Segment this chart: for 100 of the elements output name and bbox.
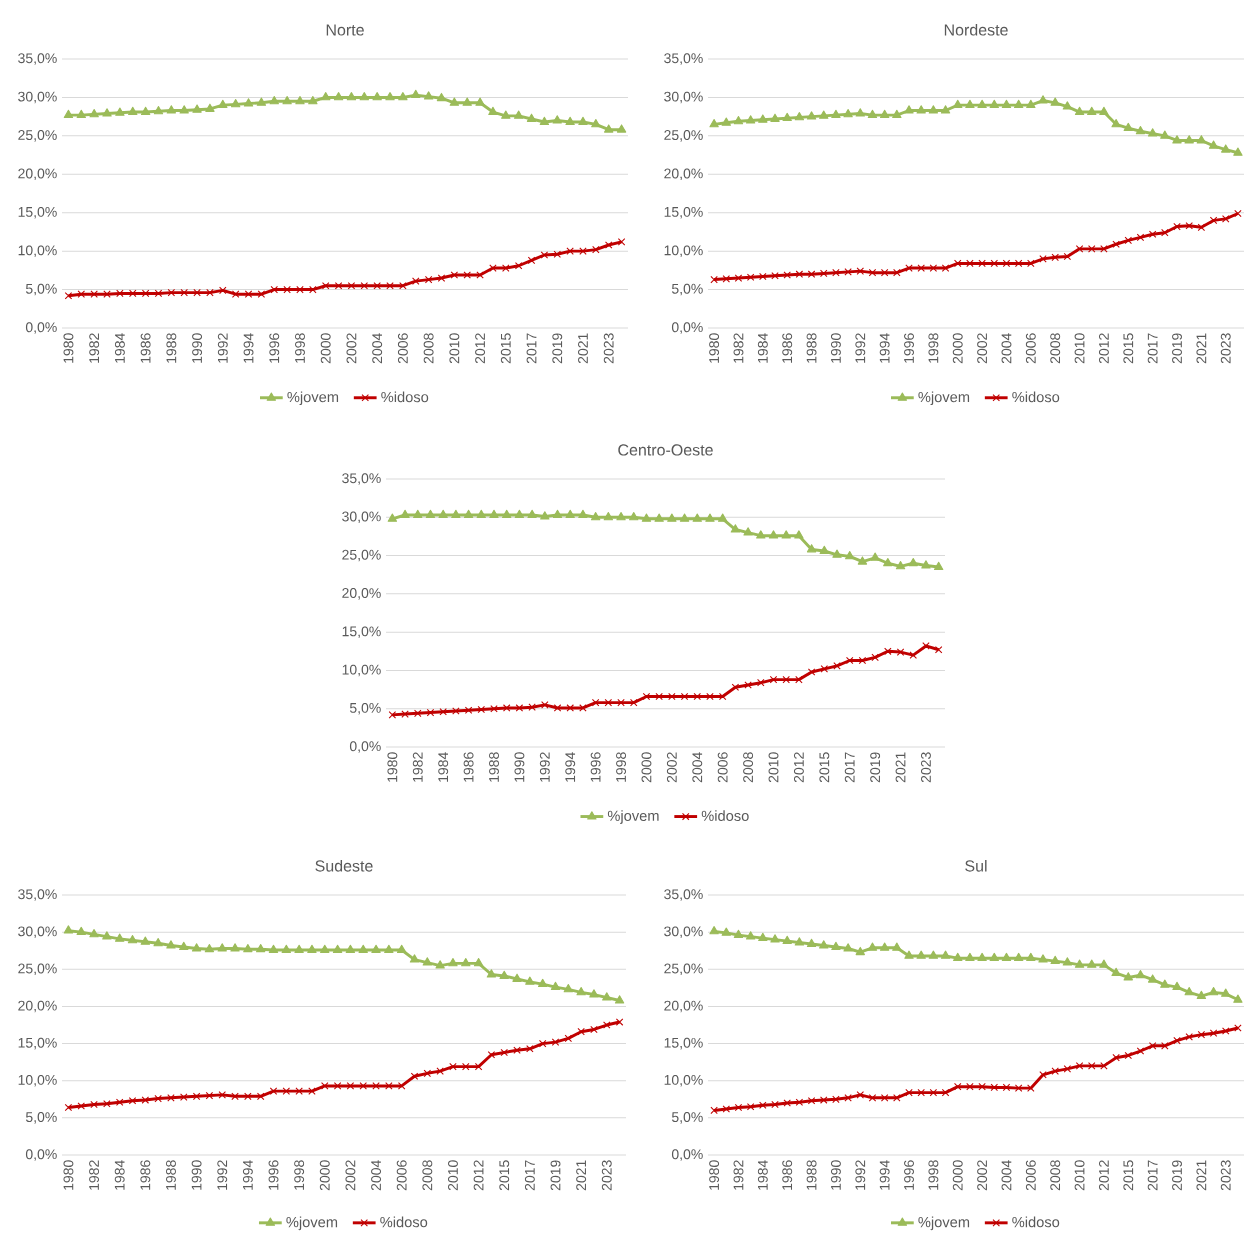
point bbox=[722, 275, 731, 283]
point bbox=[103, 1100, 111, 1108]
point bbox=[679, 513, 690, 522]
point bbox=[566, 704, 574, 712]
y-tick-label: 35,0% bbox=[664, 889, 703, 901]
point bbox=[616, 511, 626, 521]
x-tick-label: 2015 bbox=[500, 333, 511, 364]
x-tick-label: 2017 bbox=[844, 752, 855, 783]
point bbox=[770, 113, 780, 122]
point bbox=[855, 108, 865, 117]
point bbox=[855, 946, 865, 956]
point bbox=[308, 1087, 316, 1095]
point bbox=[475, 97, 485, 106]
point bbox=[1185, 222, 1193, 230]
point bbox=[578, 116, 588, 125]
x-tick-label: 2000 bbox=[952, 1160, 963, 1191]
point bbox=[1135, 969, 1146, 979]
point bbox=[721, 927, 731, 936]
point bbox=[486, 969, 497, 978]
point bbox=[1196, 990, 1207, 999]
point bbox=[709, 926, 719, 935]
point bbox=[244, 1092, 252, 1101]
chart-title: Nordeste bbox=[944, 23, 1008, 36]
x-tick-label: 1994 bbox=[242, 1160, 253, 1190]
y-tick-label: 30,0% bbox=[18, 91, 57, 104]
point bbox=[1160, 130, 1170, 139]
point bbox=[819, 110, 829, 119]
point bbox=[373, 281, 381, 290]
chart-title: Sudeste bbox=[315, 859, 373, 872]
x-tick-label: 1988 bbox=[806, 333, 817, 363]
x-tick-label: 1996 bbox=[904, 1160, 914, 1190]
point bbox=[219, 286, 227, 295]
point bbox=[909, 651, 917, 659]
point bbox=[115, 107, 125, 116]
point bbox=[819, 940, 829, 949]
point bbox=[921, 560, 931, 569]
x-tick-label: 2023 bbox=[1220, 333, 1231, 364]
point bbox=[334, 281, 343, 290]
point bbox=[807, 668, 816, 676]
point bbox=[734, 274, 743, 282]
point bbox=[296, 285, 304, 294]
point bbox=[321, 1082, 329, 1090]
y-tick-label: 35,0% bbox=[18, 53, 57, 65]
point bbox=[928, 105, 939, 114]
x-tick-label: 2012 bbox=[1098, 1160, 1109, 1191]
point bbox=[733, 929, 744, 939]
y-tick-label: 20,0% bbox=[18, 168, 57, 181]
point bbox=[64, 291, 73, 300]
point bbox=[978, 1082, 986, 1091]
point bbox=[64, 1103, 73, 1112]
point bbox=[892, 942, 902, 951]
point bbox=[705, 513, 715, 522]
point bbox=[1075, 245, 1084, 253]
point bbox=[783, 1099, 791, 1107]
x-tick-label: 2017 bbox=[524, 1160, 535, 1191]
y-tick-label: 15,0% bbox=[18, 1037, 57, 1050]
point bbox=[477, 705, 486, 714]
point bbox=[449, 1062, 457, 1071]
point bbox=[564, 1034, 573, 1043]
point bbox=[500, 1048, 508, 1057]
point bbox=[230, 943, 240, 952]
point bbox=[127, 935, 138, 944]
point bbox=[538, 1039, 547, 1048]
point bbox=[537, 978, 548, 988]
point bbox=[140, 106, 151, 115]
point bbox=[1196, 135, 1207, 144]
point bbox=[180, 1093, 188, 1101]
point bbox=[1123, 122, 1133, 132]
point bbox=[916, 950, 926, 959]
point bbox=[384, 944, 394, 953]
point bbox=[1111, 118, 1121, 128]
x-tick-label: 1998 bbox=[928, 1160, 939, 1190]
x-tick-label: 1980 bbox=[387, 752, 398, 782]
x-tick-label: 2023 bbox=[603, 333, 614, 364]
x-tick-label: 2010 bbox=[1074, 1160, 1085, 1191]
point bbox=[489, 509, 499, 518]
point bbox=[831, 109, 841, 119]
point bbox=[332, 944, 343, 953]
point bbox=[256, 97, 267, 106]
x-tick-label: 1980 bbox=[709, 1160, 720, 1190]
point bbox=[526, 113, 537, 122]
x-tick-label: 2015 bbox=[1123, 333, 1134, 364]
point bbox=[1074, 959, 1085, 968]
point bbox=[989, 952, 999, 962]
point bbox=[745, 931, 756, 940]
x-tick-label: 1990 bbox=[191, 1160, 202, 1190]
point bbox=[731, 683, 740, 692]
point bbox=[896, 648, 905, 656]
point bbox=[771, 1100, 779, 1109]
chart-title: Centro-Oeste bbox=[618, 444, 713, 456]
point bbox=[734, 1103, 743, 1112]
point bbox=[1013, 99, 1024, 109]
point bbox=[411, 89, 421, 99]
point bbox=[129, 289, 137, 298]
point bbox=[667, 513, 677, 522]
point bbox=[257, 290, 266, 298]
point bbox=[856, 267, 865, 275]
y-tick-label: 30,0% bbox=[664, 926, 703, 938]
point bbox=[540, 511, 550, 520]
point bbox=[386, 281, 394, 290]
